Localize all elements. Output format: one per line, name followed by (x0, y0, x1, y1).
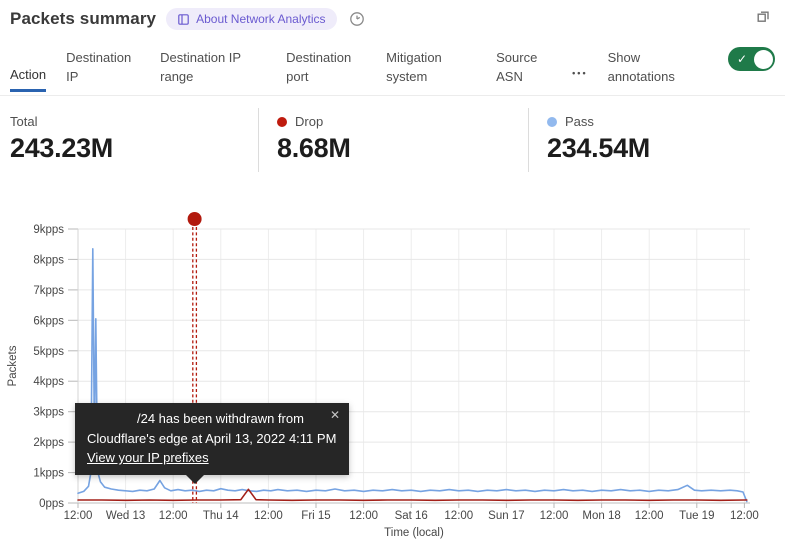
stats-divider (258, 108, 259, 172)
annotation-tooltip: ✕ /24 has been withdrawn from Cloudflare… (75, 403, 349, 484)
svg-text:Packets: Packets (7, 345, 19, 386)
stat-drop-label: Drop (295, 114, 324, 129)
svg-text:Wed 13: Wed 13 (106, 510, 145, 522)
svg-text:3kpps: 3kpps (33, 407, 64, 419)
stat-total-value: 243.23M (10, 133, 113, 163)
toggle-knob (753, 49, 773, 69)
pass-legend-dot (547, 116, 557, 127)
svg-text:8kpps: 8kpps (33, 254, 64, 266)
tab-mitigation-system[interactable]: Mitigation system (386, 50, 442, 85)
tabs-separator (0, 95, 785, 96)
tab-action[interactable]: Action (10, 66, 47, 92)
svg-text:12:00: 12:00 (444, 510, 473, 522)
packets-chart[interactable]: 12:00 Wed 13 12:00 Thu 14 12:00 Fri 15 12:00 Sa… (0, 195, 785, 555)
annotations-toggle[interactable]: ✓ (728, 47, 775, 71)
svg-text:Mon 18: Mon 18 (582, 510, 620, 522)
drop-legend-dot (277, 116, 287, 127)
tab-destination-ip-range[interactable]: Destination IP range (160, 50, 241, 85)
svg-text:Sat 16: Sat 16 (395, 510, 428, 522)
svg-text:Tue 19: Tue 19 (679, 510, 714, 522)
tooltip-line2: Cloudflare's edge at April 13, 2022 4:11… (87, 430, 337, 446)
stat-pass-value: 234.54M (547, 133, 650, 163)
stat-total-label: Total (10, 114, 38, 129)
svg-text:4kpps: 4kpps (33, 376, 64, 388)
stat-total: Total 243.23M (0, 107, 258, 173)
stat-drop-value: 8.68M (277, 133, 351, 163)
expand-panel-icon[interactable] (756, 9, 771, 29)
svg-text:6kpps: 6kpps (33, 315, 64, 327)
stat-pass-label: Pass (565, 114, 594, 129)
more-tabs-button[interactable]: ••• (572, 67, 588, 78)
show-annotations-label: Show annotations (607, 50, 675, 85)
svg-text:Thu 14: Thu 14 (203, 510, 239, 522)
svg-text:Sun 17: Sun 17 (488, 510, 524, 522)
svg-text:7kpps: 7kpps (33, 285, 64, 297)
dimension-tabs: Action Destination IP Destination IP ran… (10, 44, 775, 92)
page-title: Packets summary (10, 9, 157, 28)
stats-row: Total 243.23M Drop 8.68M Pass 234.54M (0, 107, 785, 173)
svg-text:12:00: 12:00 (730, 510, 759, 522)
tooltip-caret (186, 474, 204, 484)
tab-destination-port[interactable]: Destination port (286, 50, 352, 85)
svg-text:Fri 15: Fri 15 (301, 510, 330, 522)
panel-header: Packets summary About Network Analytics (10, 8, 745, 30)
stat-drop: Drop 8.68M (259, 107, 528, 173)
book-icon (177, 13, 190, 26)
svg-text:12:00: 12:00 (635, 510, 664, 522)
stat-pass: Pass 234.54M (529, 107, 785, 173)
check-icon: ✓ (737, 52, 748, 66)
tab-source-asn[interactable]: Source ASN (496, 50, 538, 85)
svg-text:12:00: 12:00 (254, 510, 283, 522)
packets-chart-area: 12:00 Wed 13 12:00 Thu 14 12:00 Fri 15 12:00 Sa… (0, 195, 785, 555)
svg-text:12:00: 12:00 (64, 510, 93, 522)
svg-text:12:00: 12:00 (540, 510, 569, 522)
stats-divider (528, 108, 529, 172)
view-ip-prefixes-link[interactable]: View your IP prefixes (87, 450, 209, 465)
tab-destination-ip[interactable]: Destination IP (66, 50, 132, 85)
close-icon[interactable]: ✕ (329, 408, 340, 422)
svg-text:5kpps: 5kpps (33, 346, 64, 358)
svg-text:Time (local): Time (local) (384, 527, 444, 539)
tooltip-line1: /24 has been withdrawn from (137, 411, 304, 426)
svg-text:12:00: 12:00 (159, 510, 188, 522)
about-network-analytics-badge[interactable]: About Network Analytics (166, 8, 337, 30)
svg-text:9kpps: 9kpps (33, 224, 64, 236)
time-period-icon[interactable] (349, 11, 365, 27)
svg-text:12:00: 12:00 (349, 510, 378, 522)
svg-text:2kpps: 2kpps (33, 437, 64, 449)
svg-text:1kpps: 1kpps (33, 468, 64, 480)
about-badge-label: About Network Analytics (196, 12, 326, 26)
svg-text:0pps: 0pps (39, 498, 64, 510)
